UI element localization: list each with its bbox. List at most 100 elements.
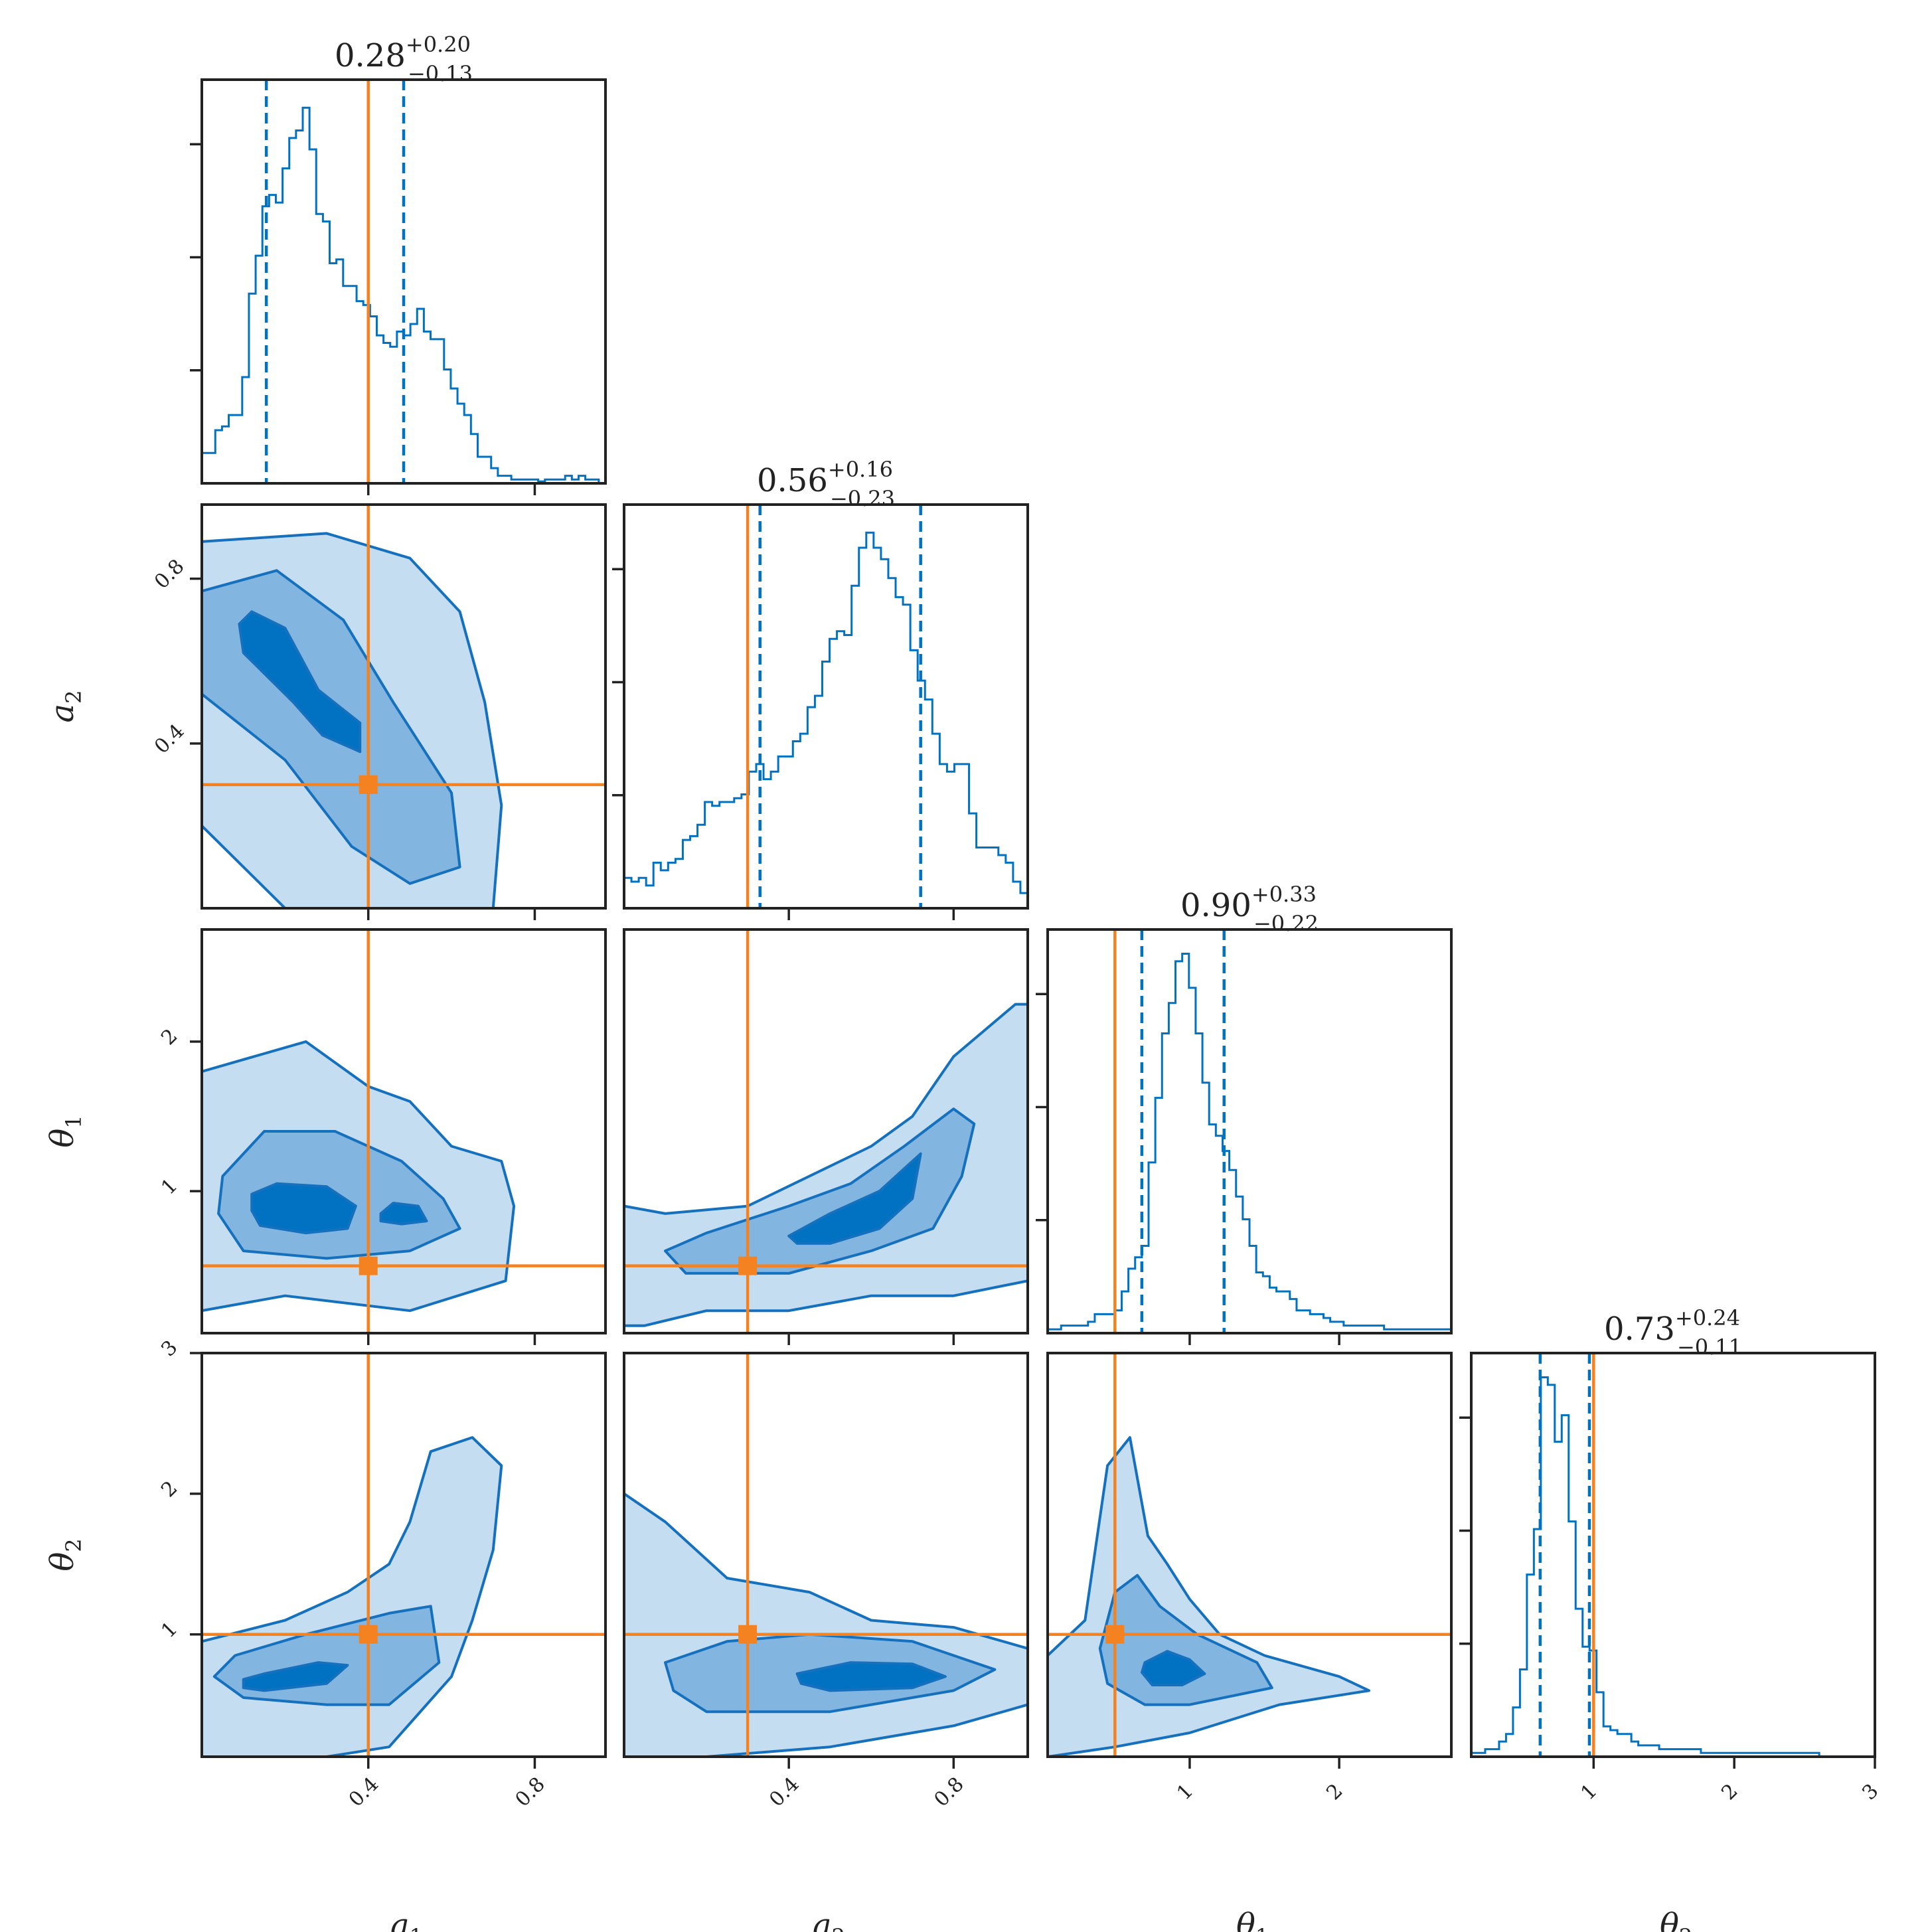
hist-panel-a2: 0.56+0.16 −0.23 [612,457,1029,920]
pair-panel-a1-theta2 [190,1352,607,1769]
pair-panel-theta1-theta2 [1046,1352,1453,1769]
pair-panel-a1-theta1 [190,928,607,1345]
histogram-theta2 [1471,1376,1875,1757]
title-minus: −0.11 [1677,1334,1742,1360]
y-tick-label-a2: 0.4 [150,720,189,758]
truth-marker [738,1256,758,1275]
hist-plot-area [624,505,1028,908]
x-axis-label-theta1: θ1 [1236,1907,1269,1932]
panel-frame [201,78,607,485]
contour-level-2 [664,1107,976,1275]
x-tick-label-theta2: 2 [1717,1779,1742,1805]
panel-title-a1: 0.28+0.20 −0.13 [335,32,473,86]
panel-frame [1046,928,1453,1334]
x-axis-label-a1: a1 [390,1907,423,1932]
pair-plot-area [1048,1353,1451,1757]
hist-plot-area [1048,929,1451,1333]
title-median: 0.28 [335,37,406,74]
axis-symbol: θ [1660,1907,1679,1932]
x-tick-label-theta1: 2 [1322,1779,1347,1805]
contour-level-1 [624,1003,1028,1327]
y-axis-label-a2: a2 [44,690,86,723]
title-plus: +0.20 [406,32,471,57]
contour-level-3 [250,1182,357,1235]
pair-panel-a2-theta2 [623,1352,1029,1769]
pair-plot-area [624,929,1028,1333]
title-median: 0.56 [757,462,828,499]
hist-panel-theta1: 0.90+0.33 −0.22 [1036,882,1453,1345]
axis-subscript: 2 [61,1538,86,1552]
x-tick-label-a1: 0.8 [511,1773,549,1811]
x-tick-label-a1: 0.4 [345,1773,383,1811]
title-plus: +0.24 [1675,1305,1740,1330]
truth-marker [359,775,378,794]
title-plus: +0.33 [1251,882,1317,907]
y-tick-label-theta1: 2 [157,1024,182,1050]
panel-title-theta1: 0.90+0.33 −0.22 [1180,882,1319,936]
axis-subscript: 1 [410,1924,423,1932]
x-tick-label-theta2: 1 [1576,1779,1601,1805]
contour-level-3 [242,1661,349,1692]
contour-level-3 [787,1152,922,1245]
axis-subscript: 1 [1255,1924,1269,1932]
axis-symbol: θ [44,1129,81,1148]
y-tick-label-a2: 0.8 [150,555,189,594]
contour-level-3 [379,1202,428,1226]
y-tick-label-theta2: 2 [157,1477,182,1502]
axis-symbol: θ [1236,1907,1255,1932]
pair-plot-area [202,1353,605,1757]
x-axis-label-theta2: θ2 [1660,1907,1692,1932]
panel-title-a2: 0.56+0.16 −0.23 [757,457,895,511]
pair-plot-area [624,1353,1028,1757]
truth-marker [1105,1625,1125,1644]
title-minus: −0.23 [830,486,895,511]
y-axis-label-theta1: θ1 [44,1115,86,1147]
histogram-a1 [202,106,605,483]
histogram-theta1 [1048,952,1451,1333]
axis-subscript: 2 [1679,1924,1692,1932]
panel-title-theta2: 0.73+0.24 −0.11 [1604,1305,1742,1360]
contour-level-1 [1048,1436,1371,1757]
panel-frame [1046,1352,1453,1758]
x-tick-label-a2: 0.4 [765,1773,803,1811]
truth-marker [738,1625,758,1644]
panel-frame [623,503,1029,910]
panel-frame [1470,1352,1876,1758]
panel-frame [623,1352,1029,1758]
y-tick-label-theta1: 1 [157,1174,182,1199]
x-tick-label-a2: 0.8 [929,1773,968,1811]
title-plus: +0.16 [828,457,893,482]
pair-panel-a2-theta1 [623,928,1029,1345]
title-minus: −0.13 [408,61,473,86]
panel-frame [623,928,1029,1334]
title-minus: −0.22 [1253,911,1319,936]
x-tick-label-theta2: 3 [1858,1779,1883,1805]
axis-symbol: θ [44,1552,81,1571]
histogram-a2 [624,531,1028,908]
axis-symbol: a [390,1907,410,1932]
contour-level-3 [795,1661,947,1692]
hist-plot-area [1471,1353,1875,1757]
title-median: 0.73 [1604,1311,1675,1348]
pair-plot-area [202,505,605,908]
truth-marker [359,1625,378,1644]
hist-panel-a1: 0.28+0.20 −0.13 [190,32,607,495]
y-tick-label-theta2: 3 [157,1336,182,1361]
contour-level-1 [624,1492,1028,1757]
axis-symbol: a [813,1907,832,1932]
panel-frame [201,1352,607,1758]
axis-subscript: 1 [61,1115,86,1128]
axis-subscript: 2 [61,690,86,704]
panel-frame [201,503,607,910]
x-tick-label-theta1: 1 [1172,1779,1198,1805]
axis-subscript: 2 [832,1924,845,1932]
contour-level-1 [202,1436,503,1757]
x-axis-label-a2: a2 [813,1907,845,1932]
hist-panel-theta2: 0.73+0.24 −0.11 [1459,1305,1876,1769]
y-axis-label-theta2: θ2 [44,1538,86,1571]
y-tick-label-theta2: 1 [157,1617,182,1643]
contour-level-3 [1140,1650,1206,1686]
contour-level-3 [238,610,362,754]
